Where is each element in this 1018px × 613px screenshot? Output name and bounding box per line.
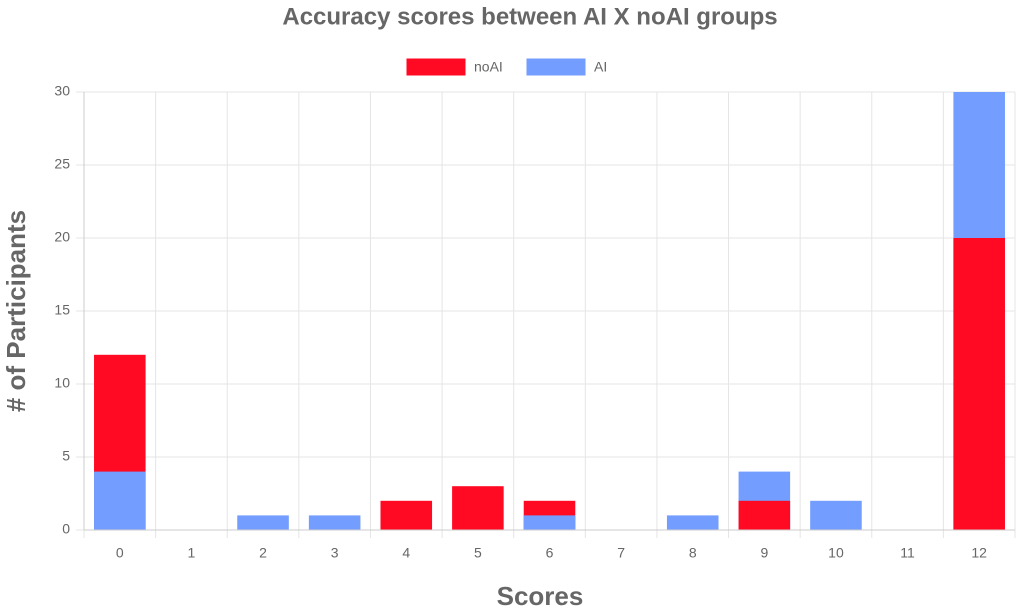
y-tick-label: 30 bbox=[54, 83, 70, 99]
bar bbox=[738, 500, 791, 530]
x-tick-label: 11 bbox=[900, 545, 915, 561]
legend-swatch bbox=[525, 57, 587, 77]
x-tick-label: 12 bbox=[971, 545, 987, 561]
y-tick-label: 10 bbox=[54, 375, 70, 391]
chart-title: Accuracy scores between AI X noAI groups bbox=[282, 3, 777, 30]
y-tick-label: 20 bbox=[54, 229, 70, 245]
bar bbox=[308, 515, 361, 530]
y-tick-label: 15 bbox=[54, 302, 70, 318]
bar bbox=[666, 515, 719, 530]
x-tick-label: 9 bbox=[760, 545, 768, 561]
bar bbox=[953, 238, 1005, 530]
bar bbox=[452, 486, 504, 530]
y-tick-label: 25 bbox=[54, 156, 70, 172]
x-tick-label: 6 bbox=[546, 545, 554, 561]
x-tick-label: 8 bbox=[689, 545, 697, 561]
x-tick-label: 1 bbox=[188, 545, 196, 561]
x-axis-title: Scores bbox=[497, 581, 584, 611]
bar bbox=[94, 471, 146, 530]
legend-label: AI bbox=[594, 59, 607, 75]
x-tick-label: 10 bbox=[828, 545, 844, 561]
legend-swatch bbox=[405, 57, 467, 77]
y-axis-title: # of Participants bbox=[1, 210, 31, 412]
x-tick-label: 5 bbox=[474, 545, 482, 561]
bar bbox=[380, 500, 433, 530]
x-tick-label: 2 bbox=[259, 545, 267, 561]
bar bbox=[810, 500, 862, 530]
x-tick-label: 4 bbox=[402, 545, 410, 561]
x-tick-label: 0 bbox=[116, 545, 124, 561]
bar bbox=[523, 515, 576, 530]
bar bbox=[237, 515, 289, 530]
y-tick-label: 0 bbox=[62, 521, 70, 537]
y-tick-label: 5 bbox=[62, 448, 70, 464]
x-tick-label: 7 bbox=[617, 545, 625, 561]
x-tick-label: 3 bbox=[331, 545, 339, 561]
legend-label: noAI bbox=[474, 59, 503, 75]
